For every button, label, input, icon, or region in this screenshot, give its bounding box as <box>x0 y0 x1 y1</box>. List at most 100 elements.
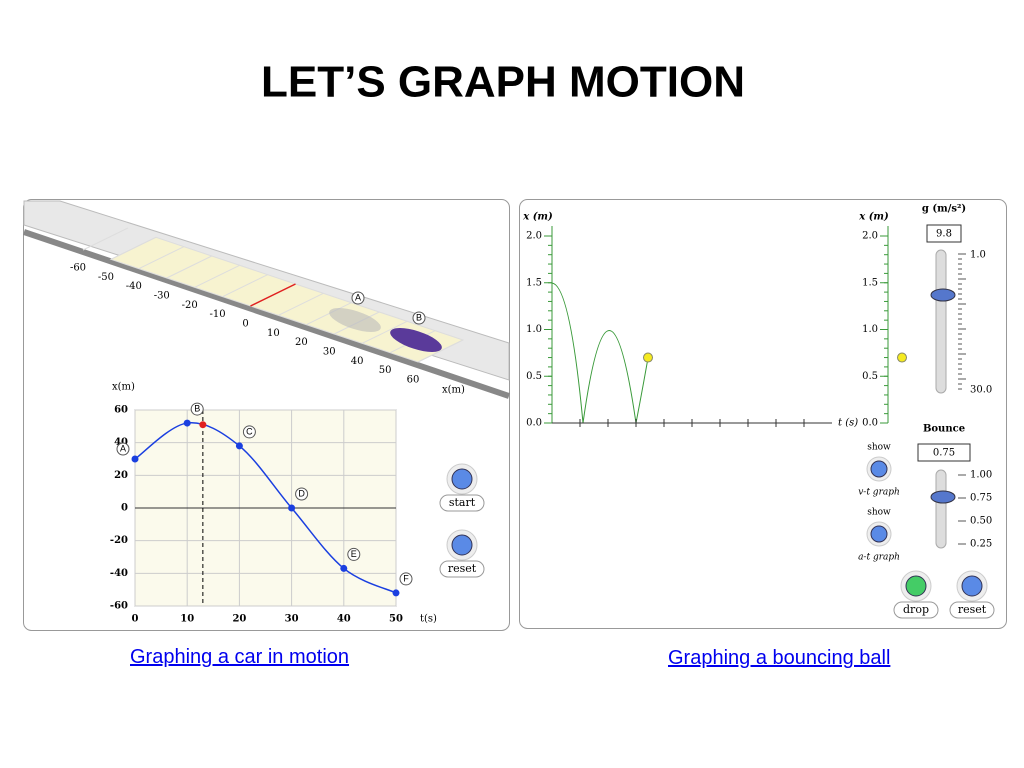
toggle-label: show <box>867 508 891 518</box>
road-label: 50 <box>379 365 392 376</box>
button[interactable] <box>961 575 983 597</box>
bounce-scale: 0.25 <box>970 539 992 550</box>
y-tick-label: 1.5 <box>526 277 542 288</box>
data-point <box>288 504 296 512</box>
data-point <box>183 419 191 427</box>
y-tick-label: 40 <box>114 437 128 448</box>
button[interactable] <box>451 534 473 556</box>
road-label: -40 <box>126 281 142 292</box>
y-axis-label: x (m) <box>858 212 889 223</box>
g-value: 9.8 <box>936 229 952 240</box>
toggle-label: a-t graph <box>858 553 900 563</box>
point-badge <box>190 402 204 416</box>
bounce-box <box>917 443 971 462</box>
car <box>329 308 381 332</box>
bounce-value: 0.75 <box>933 448 955 459</box>
ball-sim: x (m) 2.0 1.5 1.0 0.5 0.0 x (m) 2.0 1.5 1.0 0.5 0.0… <box>522 204 995 619</box>
button-label[interactable]: start <box>449 496 476 509</box>
bounce-slider-track <box>935 469 947 549</box>
y-tick-label: 0.5 <box>526 371 542 382</box>
data-point <box>340 564 348 572</box>
button[interactable] <box>905 575 927 597</box>
bounce-scale: 0.75 <box>970 493 992 504</box>
toggle[interactable] <box>870 460 888 478</box>
button-label-box[interactable] <box>439 494 485 512</box>
point-badge <box>116 442 130 456</box>
road-label: -20 <box>182 300 198 311</box>
car <box>390 328 442 352</box>
road-label: 40 <box>351 356 364 367</box>
g-slider-knob[interactable] <box>930 288 956 302</box>
toggle[interactable] <box>870 525 888 543</box>
y-tick-label: 0.5 <box>862 371 878 382</box>
y-tick-label: 0.0 <box>862 418 878 429</box>
road-tick <box>138 246 185 270</box>
point-label: C <box>246 426 253 436</box>
y-tick-label: 20 <box>114 470 128 481</box>
data-point <box>235 442 243 450</box>
data-point <box>392 589 400 597</box>
button-label-box[interactable] <box>949 601 995 619</box>
x-tick-label: 50 <box>389 614 403 625</box>
bounce-scale: 1.00 <box>970 470 992 481</box>
button-label-box[interactable] <box>439 560 485 578</box>
road-tick <box>417 339 464 363</box>
car-badge <box>412 311 426 325</box>
road-axis-label: x(m) <box>442 385 465 396</box>
road-label: -50 <box>98 272 114 283</box>
button-label[interactable]: reset <box>958 603 987 616</box>
point-badge <box>242 425 256 439</box>
car-badge-label: A <box>355 292 361 302</box>
y-tick-label: 60 <box>114 405 128 416</box>
road-tick <box>222 274 268 298</box>
y-tick-label: 0 <box>121 503 128 514</box>
x-tick-label: 0 <box>132 614 139 625</box>
button-label[interactable]: drop <box>903 603 929 616</box>
y-axis-label: x (m) <box>522 212 553 223</box>
ball-link[interactable]: Graphing a bouncing ball <box>668 647 891 669</box>
point-badge <box>295 487 309 501</box>
road-tick <box>361 320 408 344</box>
x-tick-label: 20 <box>232 614 246 625</box>
road-label: -10 <box>210 309 226 320</box>
road-tick <box>194 264 240 288</box>
point-label: E <box>351 549 357 559</box>
g-label: g (m/s²) <box>922 204 966 215</box>
y-tick-label: 2.0 <box>526 231 542 242</box>
point-badge <box>347 547 361 561</box>
y-tick-label: -60 <box>110 601 128 612</box>
road-tick <box>82 227 129 251</box>
road-label: 30 <box>323 347 336 358</box>
bounce-scale: 0.50 <box>970 516 992 527</box>
point-label: B <box>194 403 200 413</box>
button[interactable] <box>451 468 473 490</box>
button-label-box[interactable] <box>893 601 939 619</box>
y-axis-label: x(m) <box>112 382 135 393</box>
button-label[interactable]: reset <box>448 562 477 575</box>
y-tick-label: 1.5 <box>862 277 878 288</box>
toggle-label: show <box>867 443 891 453</box>
road-tick <box>278 292 324 316</box>
g-box <box>926 224 962 243</box>
y-tick-label: 1.0 <box>526 324 542 335</box>
road-label: 10 <box>267 328 280 339</box>
slide-title: LET’S GRAPH MOTION <box>261 58 745 107</box>
g-scale: 1.0 <box>970 250 986 261</box>
y-tick-label: 0.0 <box>526 418 542 429</box>
bounce-slider-knob[interactable] <box>930 490 956 504</box>
point-label: D <box>298 488 305 498</box>
road-label: 0 <box>242 319 248 330</box>
car-link[interactable]: Graphing a car in motion <box>130 646 350 668</box>
bounce-trajectory <box>551 282 649 424</box>
road-label: 20 <box>295 337 308 348</box>
y-tick-label: 2.0 <box>862 231 878 242</box>
ball-panel <box>519 199 1007 629</box>
point-label: F <box>403 573 409 583</box>
car-sim: -60 -50 -40 -30 -20 -10 0 10 20 30 40 50 60 x(m) A B 0 10… <box>23 200 510 625</box>
road-label: 60 <box>407 375 420 386</box>
road-edge <box>23 229 510 399</box>
g-scale: 30.0 <box>970 385 992 396</box>
g-slider-track <box>935 249 947 394</box>
car-badge <box>351 291 365 305</box>
